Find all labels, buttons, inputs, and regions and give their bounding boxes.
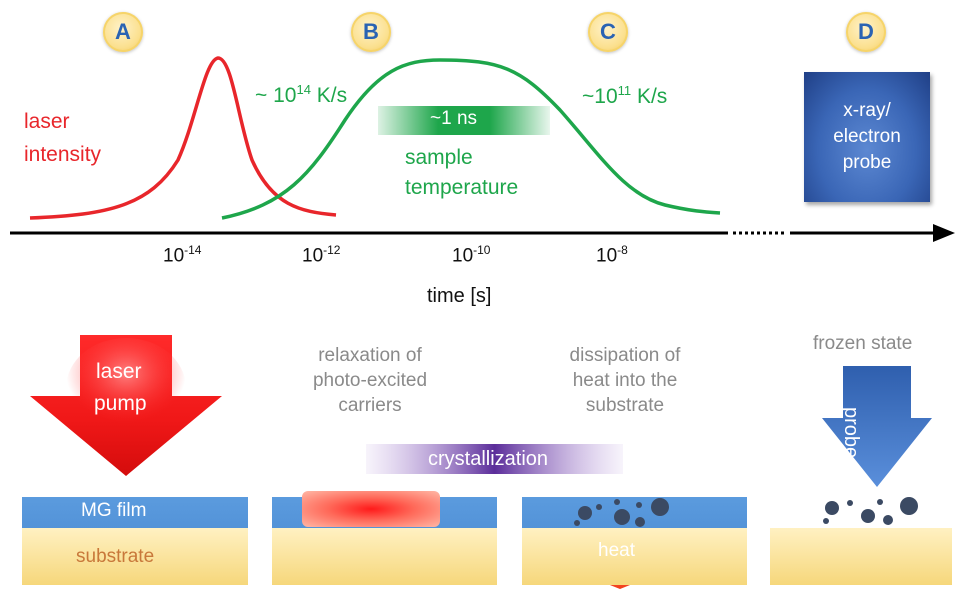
cooling-rate-label: ~1011 K/s bbox=[582, 83, 668, 108]
stage-badge-d: D bbox=[846, 12, 886, 52]
heating-rate-label: ~ 1014 K/s bbox=[255, 82, 348, 107]
substrate-layer bbox=[22, 528, 248, 585]
time-axis-arrowhead bbox=[933, 224, 955, 242]
substrate-layer bbox=[272, 528, 497, 585]
sample-temperature-curve bbox=[221, 58, 721, 220]
laser-label-line1: laser bbox=[24, 110, 70, 133]
temperature-label-line1: sample bbox=[405, 146, 473, 169]
dissipation-caption: dissipation of heat into the substrate bbox=[569, 345, 681, 416]
crystallization-bar bbox=[366, 444, 623, 474]
tick-label: 10-10 bbox=[452, 243, 491, 267]
mg-film-layer bbox=[22, 497, 248, 528]
duration-bar bbox=[378, 106, 550, 135]
tick-label: 10-14 bbox=[163, 243, 202, 267]
pump-label-line1: laser bbox=[96, 360, 142, 383]
crystallization-label: crystallization bbox=[428, 448, 549, 470]
substrate-layer bbox=[770, 528, 952, 585]
laser-label-line2: intensity bbox=[24, 143, 102, 166]
mg-film-layer bbox=[522, 497, 747, 528]
probe-arrow-label: probe bbox=[840, 407, 862, 459]
pump-label-line2: pump bbox=[94, 392, 147, 415]
frozen-state-label: frozen state bbox=[813, 333, 913, 354]
laser-pump-glow bbox=[66, 338, 186, 438]
heat-label: heat bbox=[598, 540, 635, 561]
substrate-layer bbox=[522, 528, 747, 585]
tick-label: 10-8 bbox=[596, 243, 628, 267]
duration-label: ~1 ns bbox=[430, 108, 478, 129]
relaxation-caption: relaxation of photo-excited carriers bbox=[312, 345, 428, 416]
mg-film-label: MG film bbox=[81, 500, 147, 521]
stage-badge-a: A bbox=[103, 12, 143, 52]
probe-box-line1: x-ray/ bbox=[843, 100, 891, 121]
time-axis-label: time [s] bbox=[427, 285, 492, 307]
hot-region bbox=[302, 491, 440, 527]
temperature-label-line2: temperature bbox=[405, 176, 519, 199]
stage-badge-b: B bbox=[351, 12, 391, 52]
probe-box-line2: electron bbox=[833, 126, 901, 147]
tick-label: 10-12 bbox=[302, 243, 341, 267]
stage-badge-c: C bbox=[588, 12, 628, 52]
probe-arrow bbox=[822, 366, 932, 487]
probe-box: x-ray/ electron probe bbox=[804, 72, 930, 202]
probe-box-line3: probe bbox=[842, 152, 892, 173]
laser-intensity-curve bbox=[29, 56, 337, 220]
substrate-label: substrate bbox=[76, 546, 155, 567]
